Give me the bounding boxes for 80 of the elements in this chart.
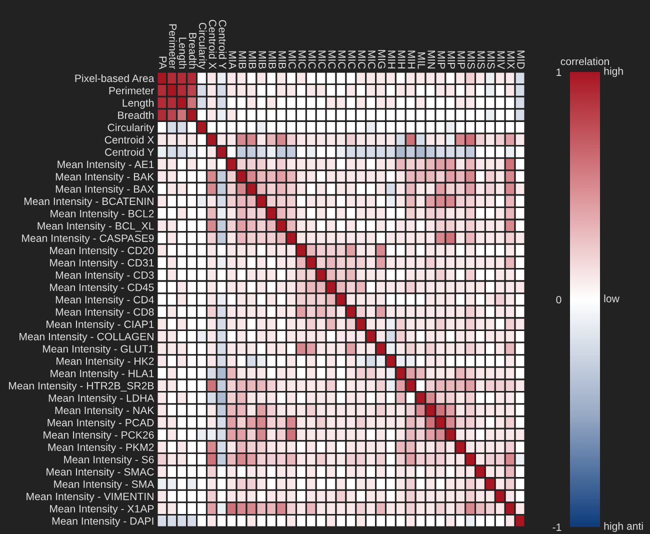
y-tick-label: Mean Intensity - BCL2 bbox=[50, 210, 154, 220]
x-tick-label: MIC bbox=[298, 50, 306, 69]
text: high anti bbox=[604, 522, 643, 532]
y-tick-label: Mean Intensity - CASPASE9 bbox=[22, 234, 154, 244]
y-tick-label: Mean Intensity - CD8 bbox=[56, 308, 154, 318]
x-tick-label: MIC bbox=[358, 50, 366, 69]
x-tick-label: MIB bbox=[278, 51, 286, 69]
y-tick-label: Breadth bbox=[118, 111, 154, 119]
y-tick-label: Mean Intensity - HK2 bbox=[56, 357, 154, 367]
y-tick-label: Pixel-based Area bbox=[75, 74, 154, 82]
x-tick-label: MIA bbox=[228, 51, 236, 70]
x-tick-label: MIB bbox=[258, 51, 266, 69]
x-tick-label: MIC bbox=[368, 50, 376, 69]
x-tick-label: MIC bbox=[318, 50, 326, 69]
y-tick-label: Mean Intensity - BAK bbox=[56, 172, 154, 183]
x-tick-label: MIG bbox=[378, 50, 386, 68]
x-tick-label: MIC bbox=[338, 50, 346, 69]
y-tick-label: Mean Intensity - GLUT1 bbox=[43, 344, 154, 355]
x-tick-label: MID bbox=[517, 50, 525, 69]
x-tick-label: Breadth bbox=[188, 33, 197, 69]
x-tick-label: Circularity bbox=[196, 22, 207, 70]
y-tick-label: Mean Intensity - NAK bbox=[55, 406, 154, 416]
y-tick-label: Mean Intensity - BAX bbox=[56, 185, 154, 195]
y-tick-label: Mean Intensity - CD20 bbox=[50, 246, 154, 256]
x-tick-label: MIC bbox=[288, 50, 296, 69]
x-tick-label: MIS bbox=[477, 51, 485, 69]
y-tick-label: Mean Intensity - PKM2 bbox=[48, 443, 154, 454]
y-tick-label: Perimeter bbox=[109, 86, 154, 94]
text: low bbox=[604, 294, 620, 302]
x-tick-label: MIX bbox=[507, 51, 515, 69]
y-tick-label: Length bbox=[122, 98, 154, 109]
y-tick-label: Mean Intensity - HTR2B_SR2B bbox=[9, 382, 154, 392]
x-tick-label: MIP bbox=[458, 51, 465, 69]
x-tick-label: MIP bbox=[448, 51, 455, 69]
y-tick-label: Mean Intensity - BCL_XL bbox=[38, 222, 154, 232]
y-tick-label: Mean Intensity - HLA1 bbox=[50, 369, 154, 380]
y-tick-label: Circularity bbox=[108, 124, 154, 134]
color-bar-label: -1 bbox=[552, 524, 562, 531]
y-tick-label: Mean Intensity - CD3 bbox=[56, 271, 154, 281]
color-bar-label: 0 bbox=[556, 296, 562, 304]
x-tick-label: MIN bbox=[428, 50, 436, 68]
x-tick-label: MIB bbox=[238, 51, 246, 69]
y-tick-label: Mean Intensity - BCATENIN bbox=[24, 197, 154, 208]
x-tick-label: MIB bbox=[248, 51, 256, 69]
y-tick-label: Centroid Y bbox=[105, 148, 154, 156]
color-bar-label: 1 bbox=[556, 68, 562, 76]
y-tick-label: Mean Intensity - S6 bbox=[64, 456, 154, 466]
x-tick-label: Length bbox=[176, 38, 187, 69]
text: high bbox=[604, 67, 623, 77]
x-tick-label: MIL bbox=[418, 52, 426, 69]
y-tick-label: Mean Intensity - CIAP1 bbox=[46, 320, 154, 330]
x-tick-label: MIV bbox=[497, 51, 505, 70]
y-tick-label: Centroid X bbox=[104, 136, 154, 144]
x-tick-label: PA bbox=[159, 56, 167, 70]
x-tick-label: Centroid X bbox=[208, 20, 217, 69]
x-tick-label: MIC bbox=[348, 50, 356, 69]
y-tick-label: Mean Intensity - PCAD bbox=[48, 418, 154, 428]
x-tick-label: MIS bbox=[487, 51, 495, 69]
x-tick-label: MIH bbox=[388, 50, 396, 68]
color-bar-title: correlation bbox=[560, 57, 609, 66]
y-tick-label: Mean Intensity - SMA bbox=[54, 480, 154, 490]
y-tick-label: Mean Intensity - CD45 bbox=[50, 283, 154, 294]
x-tick-label: MIP bbox=[438, 51, 445, 69]
x-tick-label: Centroid Y bbox=[218, 20, 227, 69]
y-tick-label: Mean Intensity - X1AP bbox=[50, 504, 154, 515]
x-tick-label: MIH bbox=[398, 50, 406, 68]
y-tick-label: Mean Intensity - DAPI bbox=[52, 517, 154, 527]
x-tick-label: MIC bbox=[328, 50, 336, 69]
y-tick-label: Mean Intensity - CD31 bbox=[50, 258, 154, 269]
y-tick-label: Mean Intensity - SMAC bbox=[46, 468, 154, 478]
x-tick-label: MIC bbox=[308, 50, 316, 69]
x-tick-label: MIS bbox=[467, 51, 475, 69]
y-tick-label: Mean Intensity - LDHA bbox=[48, 394, 154, 404]
y-tick-label: Mean Intensity - PCK26 bbox=[44, 430, 154, 441]
y-tick-label: Mean Intensity - COLLAGEN bbox=[20, 332, 154, 342]
y-tick-label: Mean Intensity - CD4 bbox=[56, 296, 154, 306]
x-tick-label: MIB bbox=[268, 51, 276, 69]
y-tick-label: Mean Intensity - VIMENTIN bbox=[26, 492, 154, 502]
x-tick-label: MIH bbox=[408, 50, 416, 68]
y-tick-label: Mean Intensity - AE1 bbox=[58, 160, 154, 170]
